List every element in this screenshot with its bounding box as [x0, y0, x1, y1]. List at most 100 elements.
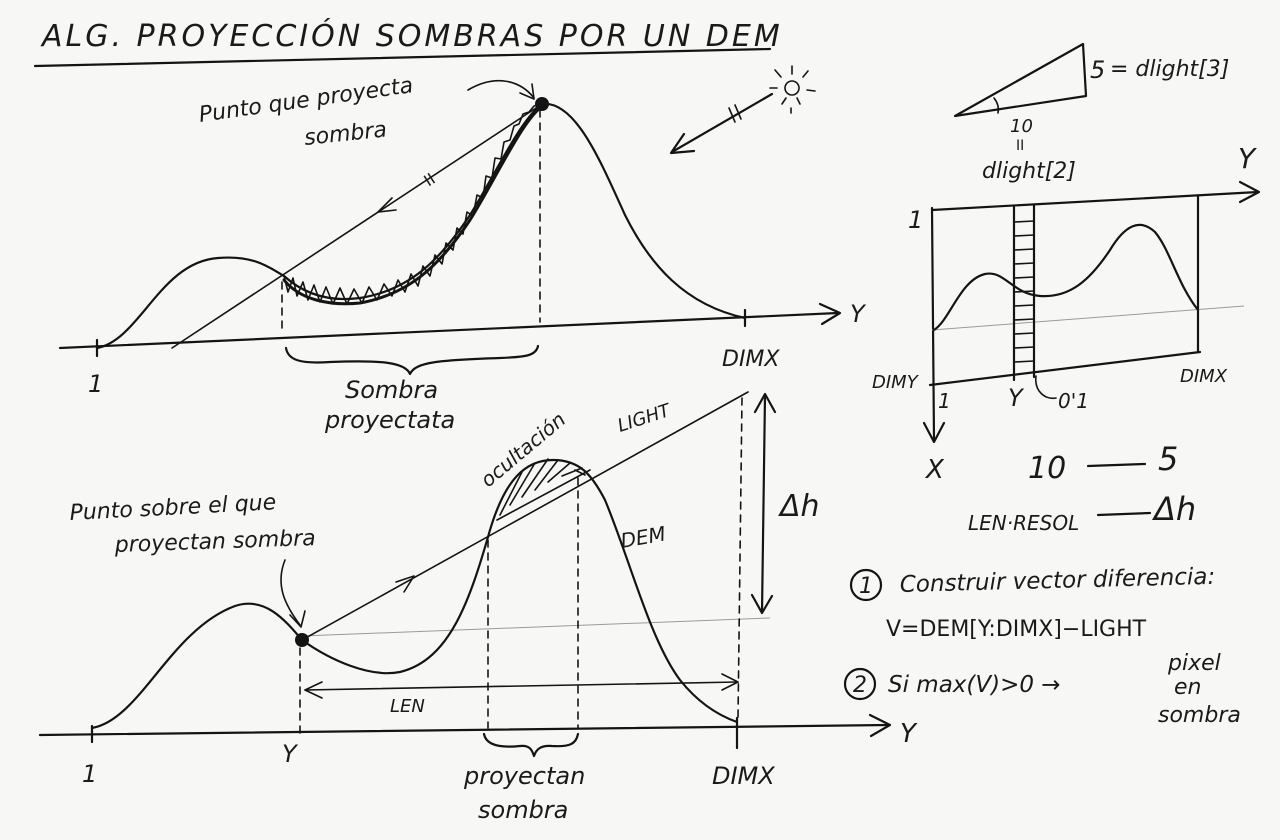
bottom-dimx-projection [737, 397, 743, 719]
step-2-result-line1: pixel [1167, 651, 1221, 676]
top-y-axis-label: Y [850, 300, 867, 328]
triangle-height-equals: = dlight[3] [1110, 57, 1229, 82]
bottom-diagram: Y 1 Y DIMX Punto sobre el que proyectan … [38, 391, 918, 824]
bottom-delta-h-arrowhead-top [753, 392, 777, 414]
step-1-number: 1 [859, 574, 873, 599]
map-inset: Y 1 DIMY 1 Y 0'1 DIMX X [872, 142, 1261, 485]
bottom-casting-label-line1: proyectan [463, 762, 585, 790]
bottom-len-arrowhead-left [304, 681, 323, 699]
top-caster-pointer-head [519, 83, 535, 100]
step-1-formula: V=DEM[Y:DIMX]−LIGHT [886, 617, 1147, 642]
bottom-receiver-label-line2: proyectan sombra [113, 526, 316, 558]
inset-left-arrowhead [922, 421, 946, 444]
top-start-tick: 1 [88, 370, 103, 398]
top-shadow-label-line1: Sombra [345, 376, 438, 404]
bottom-light-line [301, 391, 749, 641]
top-y-axis [58, 311, 840, 350]
step-2-result-line3: sombra [1158, 703, 1241, 728]
bottom-occlusion-label: ocultación [476, 407, 570, 492]
inset-dimy-label: DIMY [872, 372, 920, 393]
top-end-tick: DIMX [722, 347, 780, 372]
sun-ray-parallel-mark [728, 104, 742, 123]
ratio-block: 10 5 LEN·RESOL Δh [968, 440, 1196, 535]
algorithm-steps: 1 Construir vector diferencia: V=DEM[Y:D… [843, 564, 1241, 728]
inset-top-tick: 1 [908, 206, 923, 234]
bottom-start-tick: 1 [82, 760, 97, 788]
top-shadow-underline [282, 106, 542, 306]
inset-x-axis-label: X [924, 455, 945, 485]
top-light-ray [171, 103, 543, 349]
inset-corner-tick: 1 [938, 389, 951, 413]
top-caster-pointer [467, 80, 535, 99]
sun-icon [769, 65, 816, 114]
inset-bottom-edge [928, 350, 1202, 387]
sun-ray-arrowhead [669, 132, 696, 155]
bottom-casting-label-line2: sombra [478, 796, 568, 824]
top-shadow-label-line2: proyectata [324, 406, 455, 434]
inset-step-label: 0'1 [1058, 389, 1089, 413]
bottom-occlusion-outline [496, 469, 591, 521]
inset-step-pointer [1035, 375, 1057, 400]
bottom-y-tick: Y [282, 740, 299, 768]
top-diagram: Y 1 DIMX II Punto que proyecta sombra So… [58, 73, 867, 434]
inset-top-axis [930, 190, 1260, 212]
bottom-delta-h-arrow [760, 393, 767, 614]
bottom-len-arrow [304, 681, 739, 691]
bottom-reference-line [301, 617, 771, 637]
inset-left-edge [930, 206, 936, 442]
bottom-casting-brace [482, 732, 580, 758]
light-vector-triangle: 5 = dlight[3] 10 II dlight[2] [953, 42, 1229, 184]
bottom-receiver-label-line1: Punto sobre el que [69, 490, 277, 526]
inset-top-axis-arrowhead [1238, 180, 1261, 204]
step-2-number-circle [843, 667, 877, 701]
inset-y-tick: Y [1008, 384, 1025, 412]
bottom-receiver-pointer [280, 559, 301, 626]
ratio-row1-left: 10 [1028, 451, 1066, 486]
ratio-row1-dash [1086, 462, 1147, 468]
top-parallel-mark: II [420, 169, 438, 190]
ratio-row2-dash [1096, 511, 1152, 517]
triangle-shape [953, 42, 1088, 118]
bottom-occlusion-hatch [499, 458, 586, 516]
top-y-axis-arrowhead [818, 302, 842, 326]
top-caster-point [535, 97, 549, 111]
bottom-y-axis-label: Y [900, 719, 918, 749]
triangle-base-label: dlight[2] [982, 159, 1076, 184]
bottom-light-line-arrow [395, 575, 415, 593]
bottom-light-label: LIGHT [615, 400, 675, 437]
bottom-dem-profile [90, 458, 739, 730]
triangle-angle-arc [993, 97, 1000, 114]
top-dem-profile [95, 102, 747, 350]
sun-ray-arrow [670, 92, 774, 154]
bottom-end-tick: DIMX [712, 762, 775, 790]
bottom-delta-h-arrowhead-bottom [750, 593, 774, 615]
inset-dem-profile [932, 223, 1200, 332]
page-title: ALG. PROYECCIÓN SOMBRAS POR UN DEM [40, 17, 783, 54]
triangle-base-value: 10 [1010, 116, 1033, 137]
step-1-number-circle [849, 568, 883, 602]
inset-mid-reference [931, 305, 1245, 331]
bottom-receiver-pointer-head [289, 610, 306, 628]
step-2-text: Si max(V)>0 → [888, 672, 1061, 698]
inset-column-rungs [1013, 220, 1035, 363]
triangle-height-value: 5 [1090, 56, 1105, 84]
ratio-row2-right: Δh [1151, 490, 1196, 528]
bottom-y-axis [38, 723, 890, 737]
top-caster-label-line2: sombra [303, 117, 388, 151]
bottom-delta-h-label: Δh [778, 489, 820, 524]
ratio-row1-right: 5 [1158, 440, 1178, 478]
top-shadow-brace [284, 344, 540, 376]
bottom-receiver-point [295, 633, 309, 647]
inset-y-axis-label: Y [1238, 142, 1257, 175]
ratio-row2-left: LEN·RESOL [968, 511, 1079, 535]
bottom-y-axis-arrowhead [868, 713, 892, 738]
bottom-dem-label: DEM [619, 521, 668, 553]
top-light-ray-arrow [377, 197, 397, 213]
bottom-len-arrowhead-right [721, 673, 739, 691]
bottom-len-label: LEN [390, 696, 425, 717]
step-1-text: Construir vector diferencia: [899, 564, 1215, 598]
inset-dimx-label: DIMX [1180, 366, 1228, 387]
title-underline [33, 47, 772, 68]
step-2-result-line2: en [1174, 675, 1201, 700]
